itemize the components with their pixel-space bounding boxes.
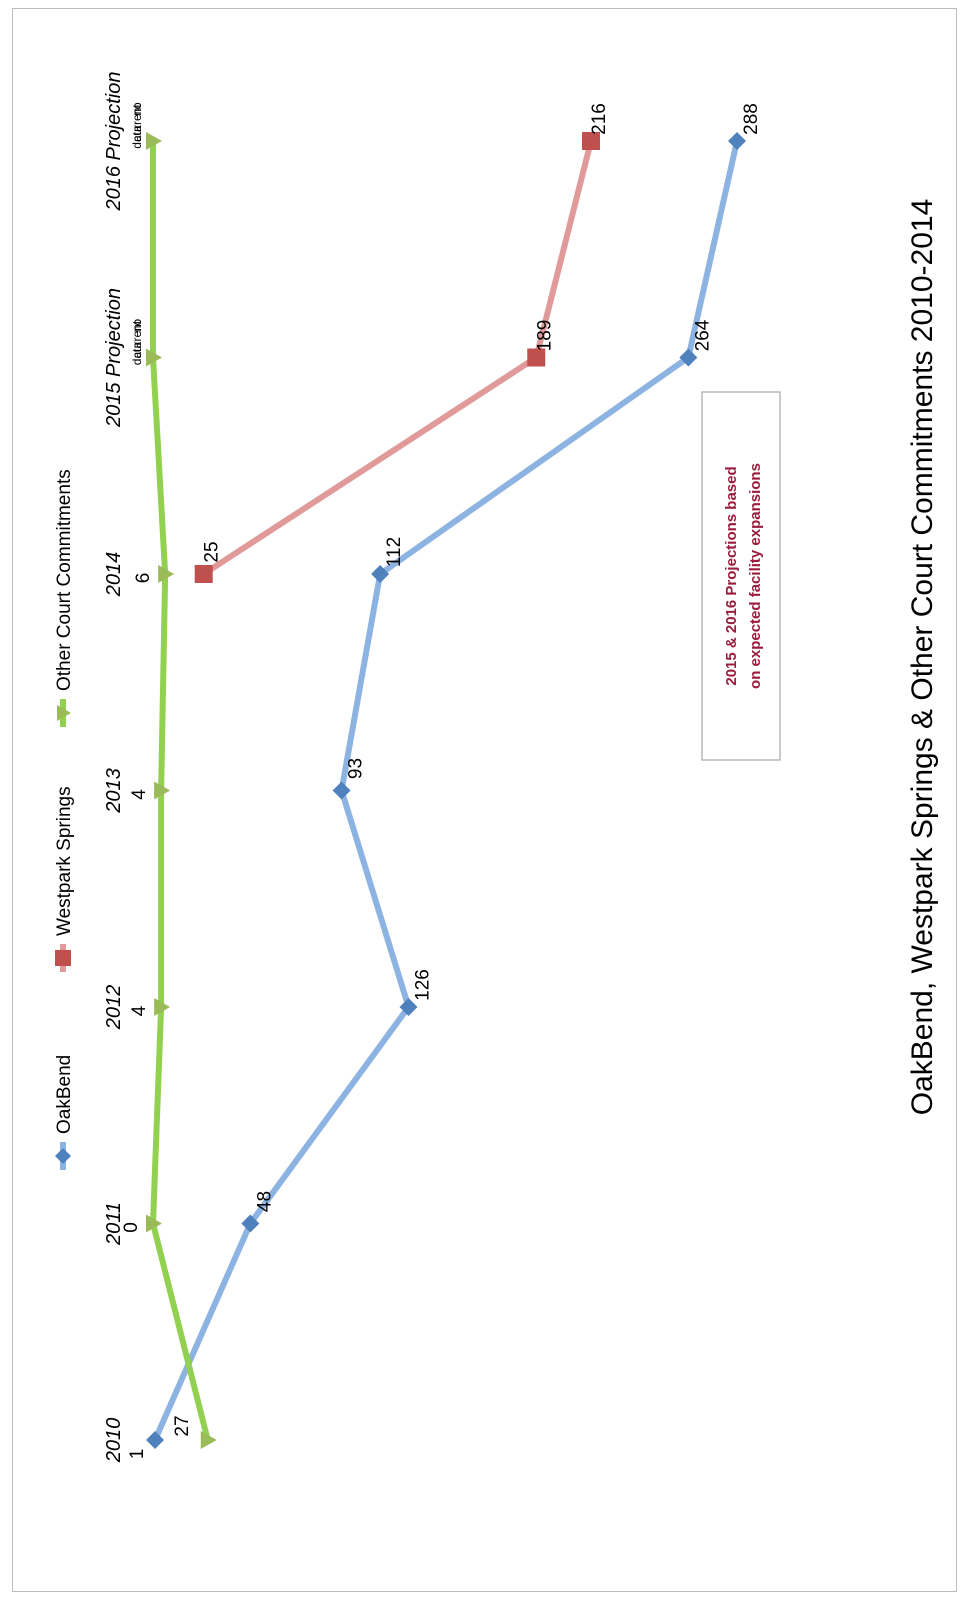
x-tick-label: 2016 Projection [103, 72, 125, 212]
other-court-commitments-marker [154, 998, 171, 1016]
annotation-line-1: 2015 & 2016 Projections based [723, 466, 740, 685]
other-court-commitments-data-label: 0 [121, 1222, 142, 1233]
x-tick-label: 2012 [103, 985, 125, 1031]
other-court-commitments-marker [158, 565, 175, 583]
oakbend-marker [146, 1431, 165, 1449]
westpark-springs-marker [527, 348, 546, 367]
oakbend-data-label: 48 [254, 1191, 275, 1212]
series-line-oakbend [152, 140, 740, 1442]
oakbend-marker [332, 781, 351, 800]
oakbend-data-label: 93 [346, 758, 367, 779]
annotation-line-2: on expected facility expansions [747, 463, 764, 689]
no-data-label: data [130, 341, 144, 365]
other-court-commitments-marker [154, 781, 171, 800]
x-tick-label: 2011 [103, 1202, 125, 1246]
westpark-springs-data-label: 216 [589, 103, 610, 135]
oakbend-data-label: 264 [692, 319, 713, 351]
no-data-label: current [130, 320, 144, 358]
legend-marker-westpark-springs [55, 950, 71, 966]
oakbend-marker [241, 1214, 260, 1233]
annotation-box: 2015 & 2016 Projections based on expecte… [701, 391, 781, 761]
other-court-commitments-marker [146, 348, 162, 367]
x-tick-label: 2014 [103, 552, 125, 598]
legend-marker-oakbend [55, 1148, 71, 1164]
oakbend-marker [399, 998, 418, 1016]
no-data-label: current [130, 104, 144, 142]
plot-area: 1481269311226428825189216270446nocurrent… [121, 102, 762, 1459]
no-data-label: data [130, 125, 144, 149]
other-court-commitments-marker [146, 132, 162, 150]
oakbend-data-label: 288 [741, 103, 762, 135]
other-court-commitments-data-label: 6 [133, 573, 154, 584]
other-court-commitments-data-label: 4 [129, 1005, 150, 1016]
annotation-border [701, 391, 781, 761]
westpark-springs-data-label: 25 [202, 541, 223, 562]
x-tick-label: 2015 Projection [103, 288, 125, 428]
legend-label-oakbend: OakBend [54, 1055, 75, 1134]
legend: OakBend Westpark Springs Other Court Commi… [54, 469, 75, 1170]
oakbend-data-label: 112 [384, 537, 405, 567]
legend-label-westpark-springs: Westpark Springs [54, 786, 75, 936]
oakbend-data-label: 1 [127, 1449, 148, 1460]
chart-title: OakBend, Westpark Springs & Other Court … [906, 199, 939, 1116]
oakbend-marker [371, 565, 390, 583]
legend-label-other-court-commitments: Other Court Commitments [54, 469, 75, 691]
other-court-commitments-data-label: 27 [172, 1415, 193, 1436]
x-tick-label: 2010 [103, 1418, 125, 1464]
legend-marker-other-court-commitments [57, 705, 71, 721]
other-court-commitments-marker [146, 1214, 162, 1233]
oakbend-data-label: 126 [413, 969, 434, 1001]
westpark-springs-marker [582, 132, 600, 150]
no-data-label: no [130, 102, 144, 116]
westpark-springs-data-label: 189 [534, 320, 555, 352]
oakbend-marker [728, 132, 746, 150]
x-tick-label: 2013 [103, 768, 125, 814]
chart-frame [12, 8, 957, 1592]
x-axis-ticks: 2010 2011 2012 2013 2014 2015 Projection 2016 … [103, 72, 125, 1464]
westpark-springs-marker [194, 565, 213, 583]
oakbend-marker [679, 348, 698, 367]
other-court-commitments-data-label: 4 [129, 789, 150, 800]
no-data-label: no [130, 319, 144, 333]
other-court-commitments-marker [200, 1431, 217, 1449]
